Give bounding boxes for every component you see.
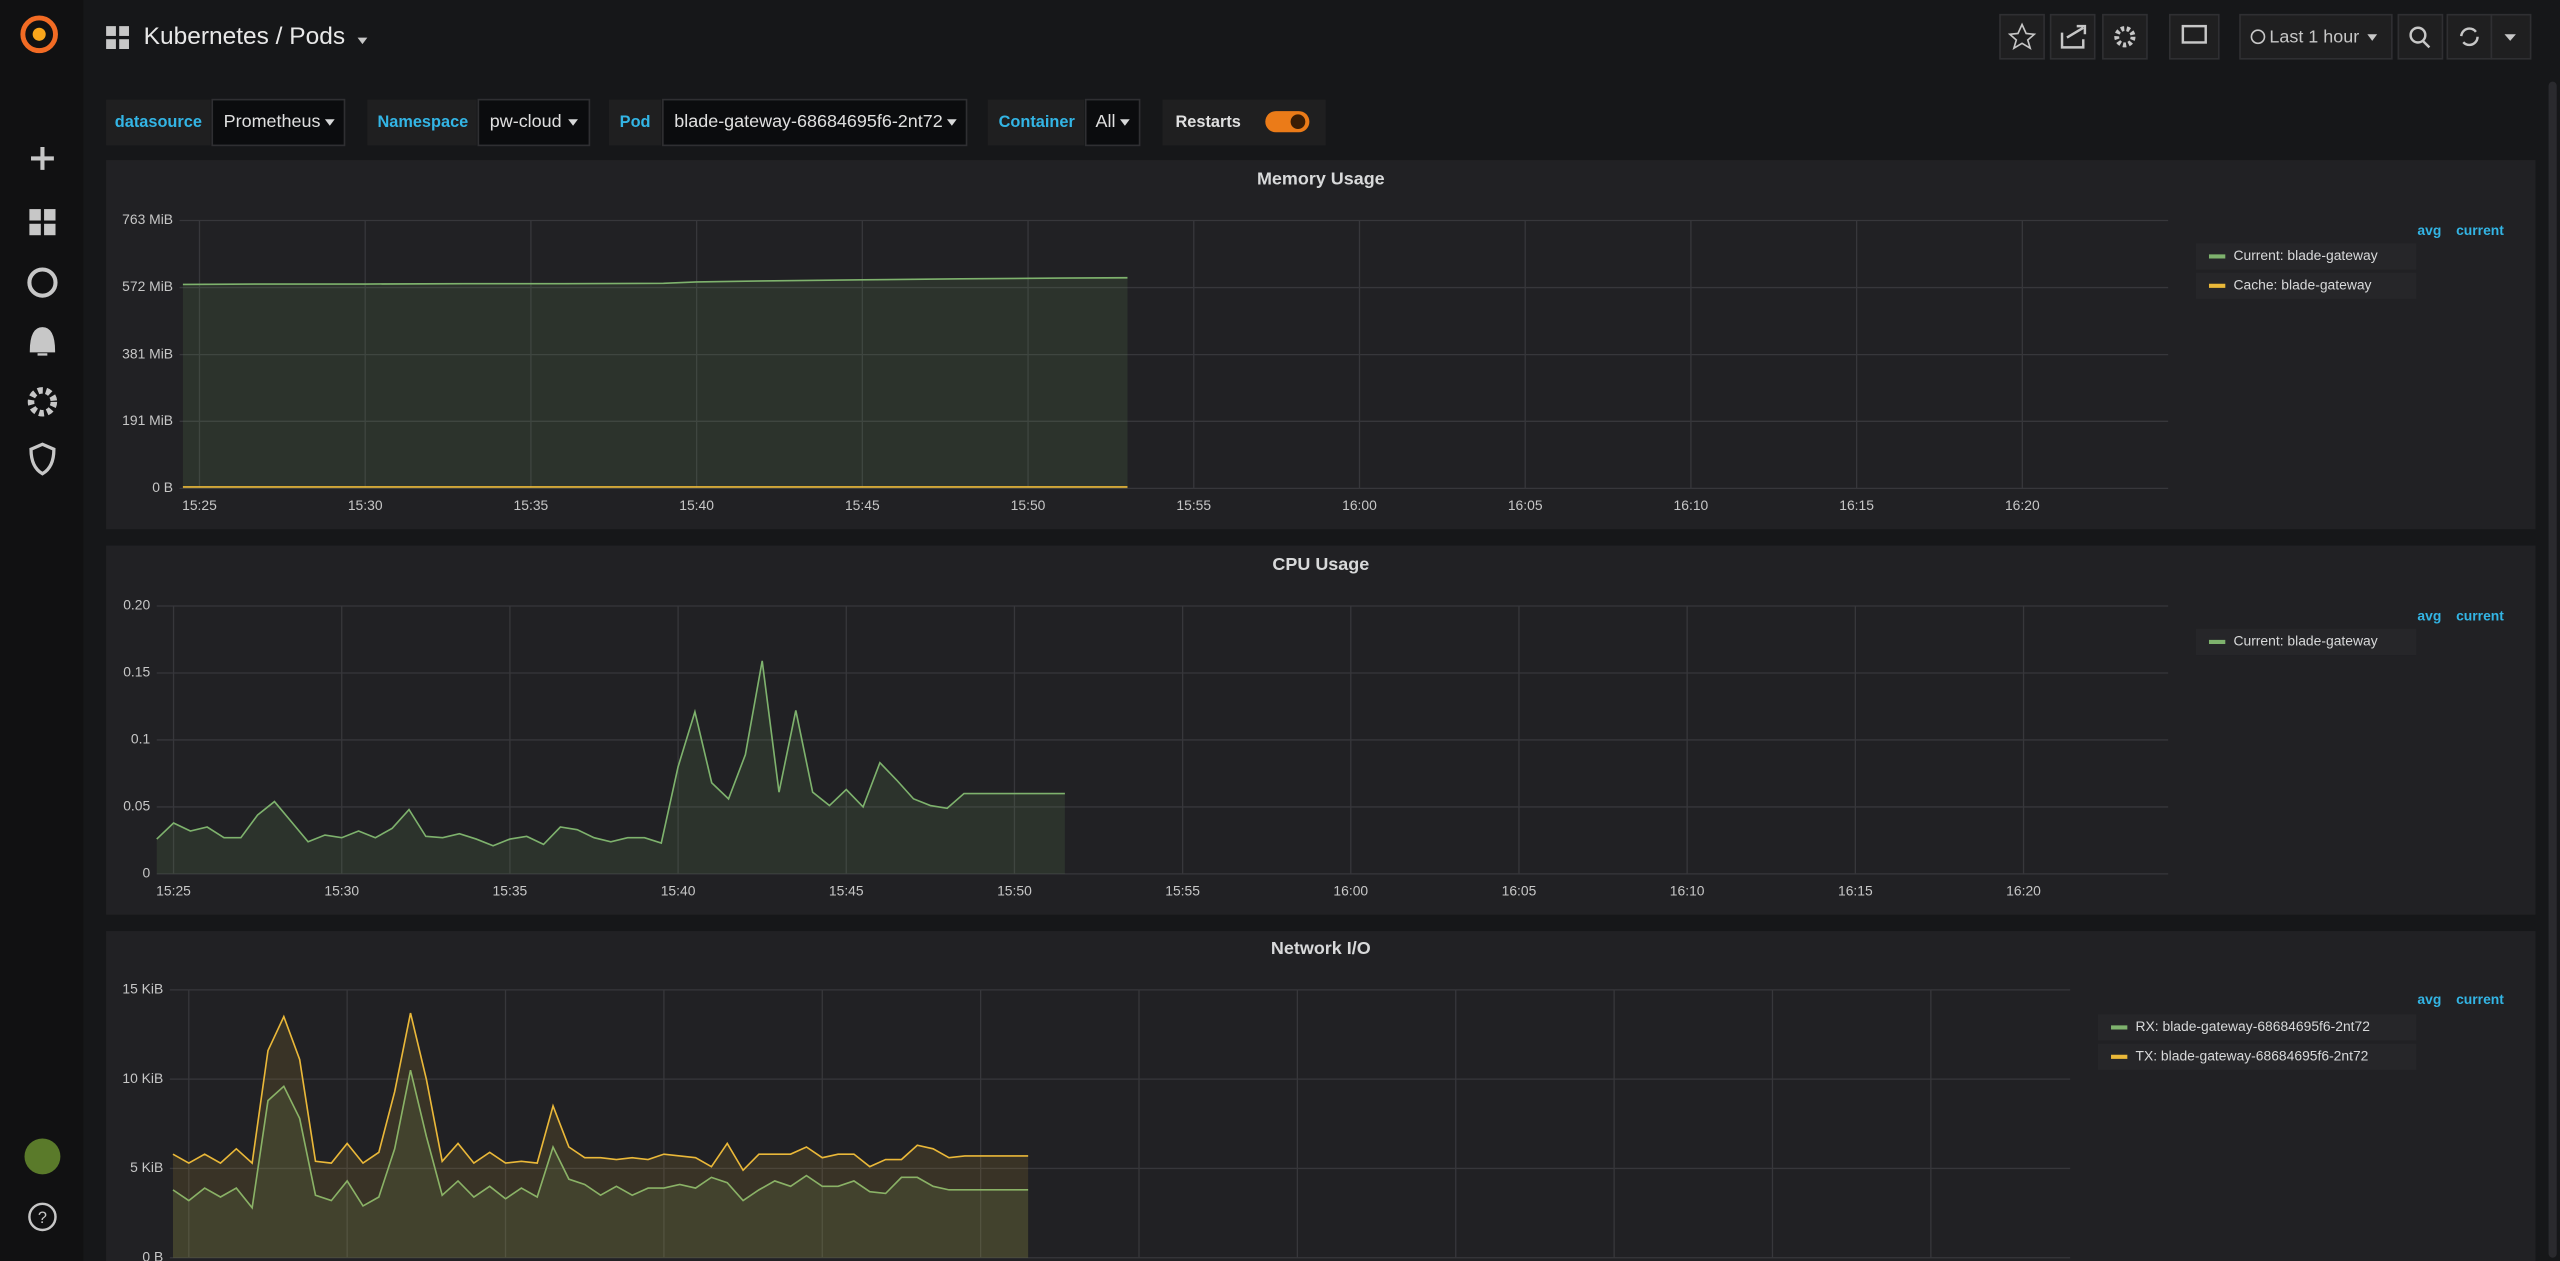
legend-column-header: avg	[2417, 222, 2441, 238]
panel-title: Network I/O	[1271, 938, 1371, 958]
variable-value: blade-gateway-68684695f6-2nt72	[674, 111, 942, 131]
toggle-label: Restarts	[1176, 113, 1241, 131]
y-tick-label: 572 MiB	[122, 278, 173, 294]
x-tick-label: 16:00	[1333, 883, 1368, 899]
x-tick-label: 15:25	[156, 883, 191, 899]
y-tick-label: 763 MiB	[122, 211, 173, 227]
variable-label: datasource	[115, 113, 202, 131]
x-tick-label: 15:45	[829, 883, 864, 899]
x-tick-label: 15:55	[1165, 883, 1200, 899]
toggle-knob	[1291, 114, 1306, 129]
variable-value: All	[1096, 111, 1116, 131]
x-tick-label: 15:45	[845, 497, 880, 513]
x-tick-label: 16:10	[1670, 883, 1705, 899]
y-tick-label: 0 B	[142, 1248, 163, 1261]
legend-column-header: current	[2456, 222, 2504, 238]
variable-value: pw-cloud	[490, 111, 562, 131]
toolbar: Last 1 hour	[2000, 15, 2531, 59]
y-tick-label: 10 KiB	[122, 1070, 163, 1086]
legend-column-header: avg	[2417, 991, 2441, 1007]
legend-label: Current: blade-gateway	[2233, 633, 2377, 649]
y-tick-label: 0.1	[131, 731, 151, 747]
star-button[interactable]	[2000, 15, 2044, 59]
variable-label: Container	[999, 113, 1076, 131]
user-avatar[interactable]	[24, 1138, 60, 1174]
variable-label: Pod	[620, 113, 651, 131]
x-tick-label: 15:30	[324, 883, 359, 899]
alerting-icon[interactable]	[31, 328, 54, 354]
legend-label: TX: blade-gateway-68684695f6-2nt72	[2136, 1047, 2369, 1063]
zoom-out-button[interactable]	[2398, 15, 2442, 59]
y-tick-label: 191 MiB	[122, 412, 173, 428]
sidebar	[0, 0, 83, 1261]
y-tick-label: 5 KiB	[130, 1159, 163, 1175]
y-tick-label: 0 B	[152, 479, 173, 495]
legend-label: Cache: blade-gateway	[2233, 277, 2371, 293]
legend-label: RX: blade-gateway-68684695f6-2nt72	[2136, 1018, 2371, 1034]
x-tick-label: 16:20	[2005, 497, 2040, 513]
share-button[interactable]	[2051, 15, 2095, 59]
dashboard-icon	[106, 26, 129, 49]
x-tick-label: 15:25	[182, 497, 217, 513]
variable-value: Prometheus	[224, 111, 321, 131]
x-tick-label: 16:10	[1674, 497, 1709, 513]
variable-label: Namespace	[377, 113, 468, 131]
x-tick-label: 15:35	[514, 497, 549, 513]
x-tick-label: 16:00	[1342, 497, 1377, 513]
dashboard-title[interactable]: Kubernetes / Pods	[144, 23, 345, 50]
refresh-button[interactable]	[2447, 15, 2491, 59]
x-tick-label: 15:30	[348, 497, 383, 513]
tv-button[interactable]	[2170, 15, 2219, 59]
time-range: Last 1 hour	[2269, 26, 2359, 46]
x-tick-label: 15:35	[493, 883, 528, 899]
help-glyph: ?	[38, 1209, 47, 1227]
legend-column-header: current	[2456, 991, 2504, 1007]
x-tick-label: 16:20	[2006, 883, 2041, 899]
area-fill	[183, 278, 1128, 489]
settings-button[interactable]	[2103, 15, 2147, 59]
x-tick-label: 15:50	[997, 883, 1032, 899]
x-tick-label: 15:55	[1176, 497, 1211, 513]
panel-title: Memory Usage	[1257, 168, 1385, 188]
y-tick-label: 0.20	[123, 597, 150, 613]
y-tick-label: 0.15	[123, 664, 150, 680]
y-tick-label: 0.05	[123, 798, 150, 814]
x-tick-label: 15:50	[1011, 497, 1046, 513]
y-tick-label: 15 KiB	[122, 981, 163, 997]
legend-column-header: current	[2456, 607, 2504, 623]
x-tick-label: 16:15	[1839, 497, 1874, 513]
legend-label: Current: blade-gateway	[2233, 247, 2377, 263]
x-tick-label: 16:05	[1508, 497, 1543, 513]
x-tick-label: 16:15	[1838, 883, 1873, 899]
y-tick-label: 0	[142, 865, 150, 881]
x-tick-label: 15:40	[661, 883, 696, 899]
panel-title: CPU Usage	[1272, 554, 1369, 574]
x-tick-label: 15:40	[679, 497, 714, 513]
x-tick-label: 16:05	[1502, 883, 1537, 899]
y-tick-label: 381 MiB	[122, 345, 173, 361]
variables: datasource Prometheus Namespace pw-cloud…	[106, 100, 1326, 146]
scrollbar[interactable]	[2549, 82, 2557, 1258]
legend-column-header: avg	[2417, 607, 2441, 623]
title-caret[interactable]	[358, 38, 368, 45]
